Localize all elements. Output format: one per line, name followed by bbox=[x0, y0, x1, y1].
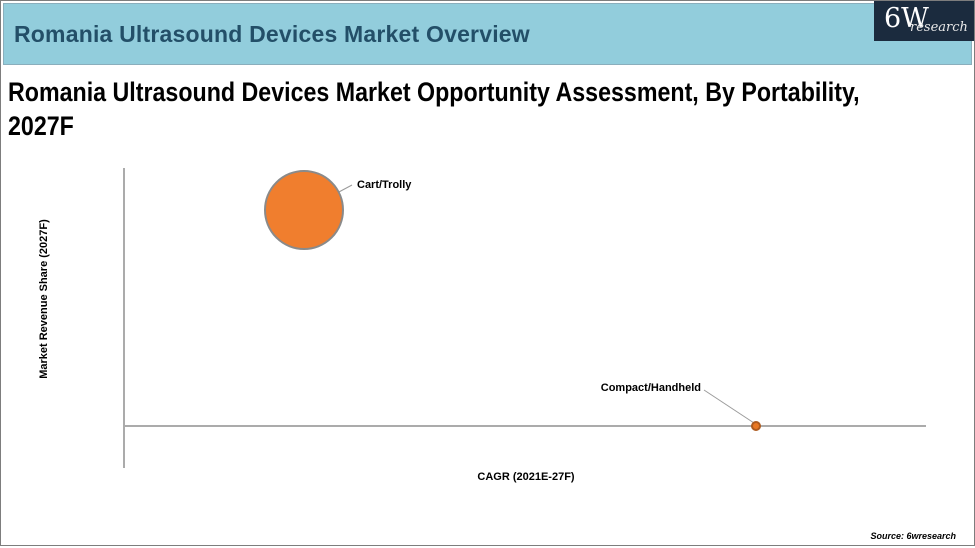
y-axis-line bbox=[123, 168, 125, 468]
brand-logo-subtext: research bbox=[910, 20, 968, 35]
source-note: Source: 6wresearch bbox=[870, 531, 956, 541]
slide-header: Romania Ultrasound Devices Market Overvi… bbox=[3, 3, 972, 65]
chart-title-line2: 2027F bbox=[8, 111, 74, 141]
brand-logo: 6W research bbox=[874, 1, 974, 41]
chart-title-line1: Romania Ultrasound Devices Market Opport… bbox=[8, 77, 860, 107]
bubble-cart-trolly bbox=[264, 170, 345, 251]
chart-title: Romania Ultrasound Devices Market Opport… bbox=[8, 75, 860, 143]
bubble-label-cart-trolly: Cart/Trolly bbox=[357, 179, 412, 191]
bubble-label-compact-handheld: Compact/Handheld bbox=[600, 382, 701, 394]
x-axis-line bbox=[123, 425, 926, 427]
y-axis-title: Market Revenue Share (2027F) bbox=[38, 219, 50, 379]
bubble-compact-handheld bbox=[750, 421, 761, 431]
brand-logo-text: 6W bbox=[884, 3, 929, 34]
x-axis-title: CAGR (2021E-27F) bbox=[477, 471, 575, 483]
page-title: Romania Ultrasound Devices Market Overvi… bbox=[14, 20, 530, 47]
